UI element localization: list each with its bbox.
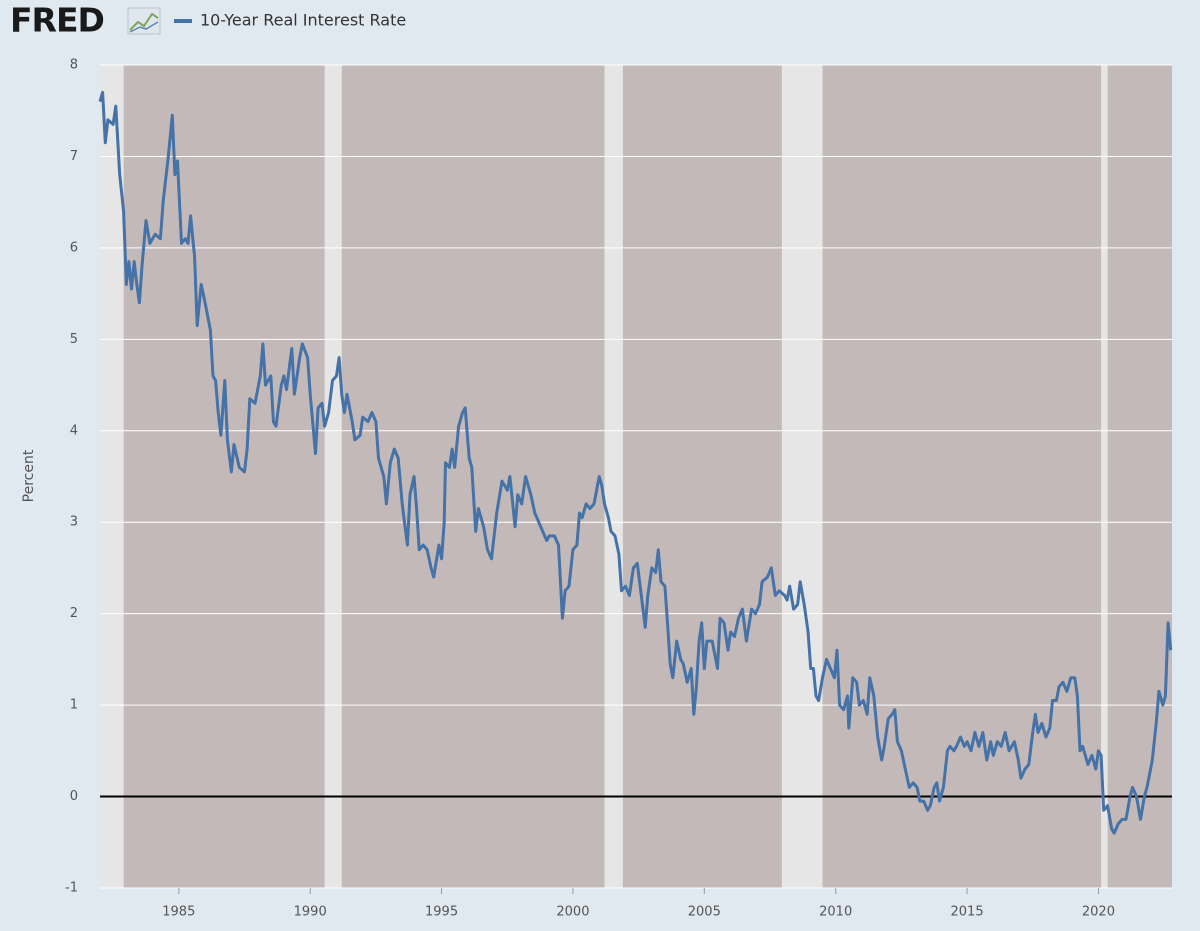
plot-background <box>100 65 1172 888</box>
x-tick-label: 2015 <box>951 905 984 920</box>
y-tick-label: 3 <box>70 515 78 530</box>
legend-label: 10-Year Real Interest Rate <box>200 11 406 30</box>
x-tick-label: 2010 <box>819 905 852 920</box>
y-tick-label: 6 <box>70 240 78 255</box>
y-tick-label: 5 <box>70 332 78 347</box>
recession-band <box>1101 65 1108 888</box>
y-tick-label: 4 <box>70 423 78 438</box>
recession-band <box>781 65 823 888</box>
data-line <box>98 90 1173 835</box>
recession-band <box>324 65 342 888</box>
y-tick-label: 1 <box>70 698 78 713</box>
recession-band <box>604 65 623 888</box>
y-tick-label: -1 <box>65 881 78 896</box>
y-tick-label: 2 <box>70 606 78 621</box>
x-tick-label: 1990 <box>294 905 327 920</box>
x-tick-label: 2020 <box>1082 905 1115 920</box>
recession-band <box>100 65 124 888</box>
logo: FRED <box>10 1 104 40</box>
logo-icon <box>127 7 161 35</box>
x-tick-label: 1995 <box>425 905 458 920</box>
x-tick-label: 2000 <box>556 905 589 920</box>
x-tick-label: 2005 <box>688 905 721 920</box>
y-tick-label: 0 <box>70 789 78 804</box>
y-axis-label: Percent <box>21 449 37 502</box>
y-tick-label: 7 <box>70 149 78 164</box>
y-tick-label: 8 <box>70 58 78 73</box>
x-tick-label: 1985 <box>162 905 195 920</box>
